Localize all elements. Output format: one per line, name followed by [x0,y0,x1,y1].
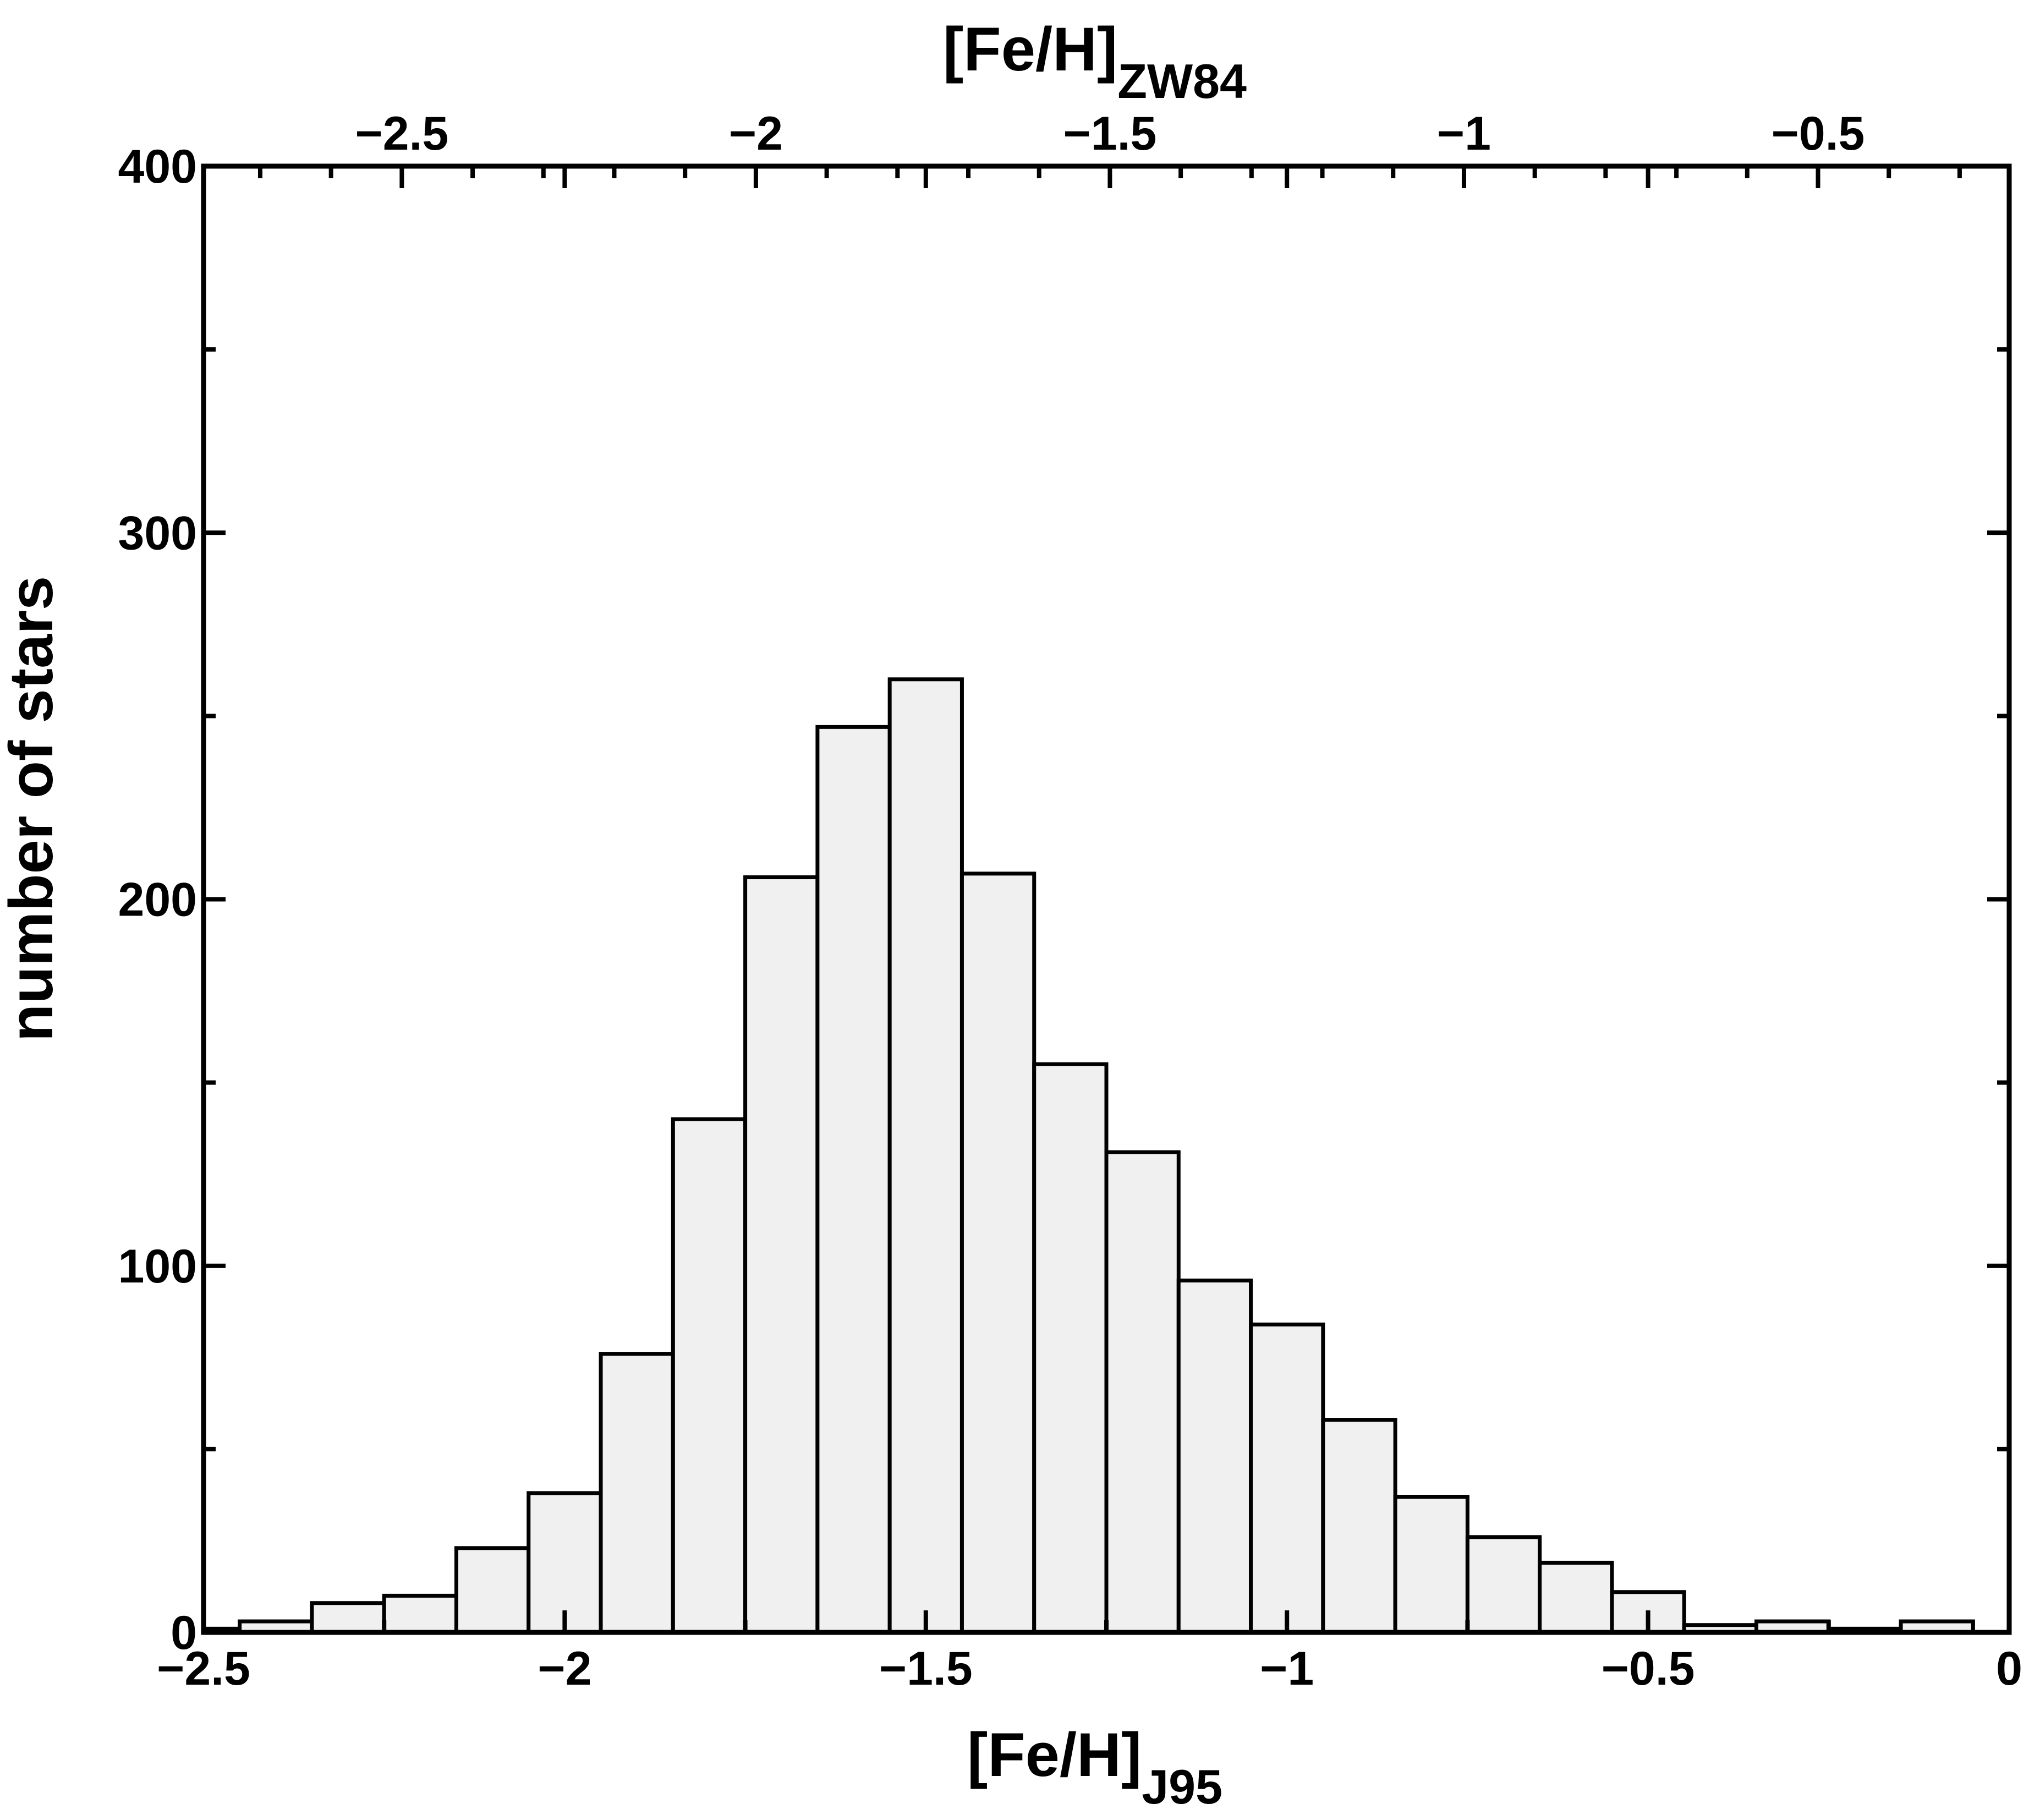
y-tick-label: 0 [171,1607,197,1659]
x2-axis-title: [Fe/H]ZW84 [943,15,1247,108]
x-tick-label: −2.5 [157,1642,250,1695]
y-tick-label: 300 [118,507,198,560]
x2-tick-label: −2.5 [355,107,448,160]
x-tick-label: −2 [538,1642,591,1695]
histogram-bar [1249,1322,1325,1632]
histogram-bar [815,725,892,1632]
plot-frame [201,163,2012,1635]
x-tick-label: −0.5 [1602,1642,1695,1695]
tick-labels-group: −2.5 −2 −1.5 −1 −0.5 0−2.5 −2 −1.5 −1 −0.50100200… [118,107,2022,1695]
histogram-bar [1176,1278,1253,1632]
x2-tick-label: −0.5 [1772,107,1865,160]
y-tick-label: 400 [118,140,198,193]
bars-group [204,677,1975,1632]
histogram-bar [743,875,820,1632]
histogram-bar [599,1352,675,1632]
x-tick-label: −1 [1260,1642,1314,1695]
histogram-bar [671,1117,748,1632]
histogram-bar [1104,1150,1181,1632]
x2-tick-label: −1.5 [1063,107,1157,160]
histogram-bar [1465,1535,1542,1632]
histogram-bar [959,871,1037,1632]
histogram-bar [1321,1418,1397,1632]
histogram-bar [527,1491,603,1632]
histogram-bar [454,1546,531,1632]
histogram-bar [1393,1494,1469,1632]
x2-tick-label: −1 [1437,107,1491,160]
y-axis-title: number of stars [0,576,65,1041]
x2-tick-label: −2 [729,107,783,160]
histogram-bar [887,677,964,1632]
x-axis-title: [Fe/H]J95 [967,1720,1222,1814]
histogram-bar [1032,1062,1109,1632]
y-tick-label: 200 [118,874,198,927]
histogram-bar [310,1601,386,1632]
histogram-bar [1538,1560,1614,1632]
x-tick-label: −1.5 [879,1642,973,1695]
y-tick-label: 100 [118,1240,198,1293]
histogram-bar [382,1593,458,1632]
x-tick-label: 0 [1996,1642,2022,1695]
